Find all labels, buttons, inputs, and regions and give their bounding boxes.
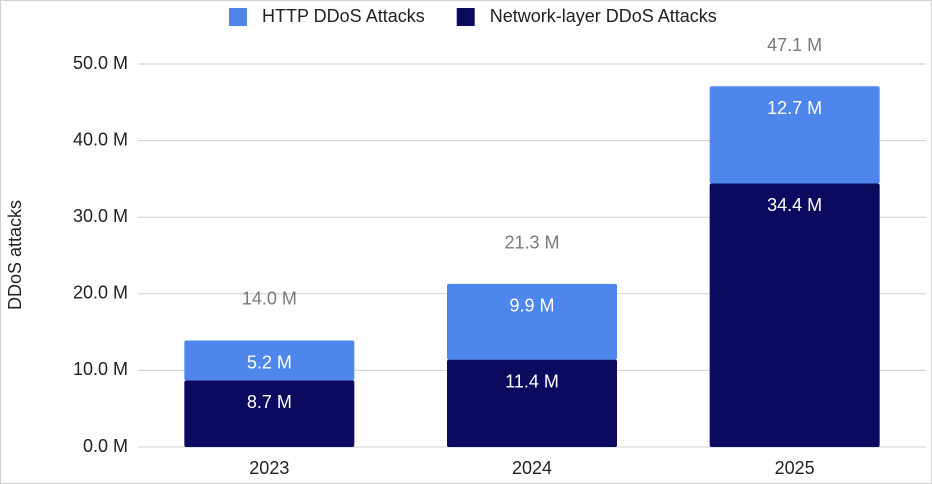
total-label: 21.3 M — [504, 233, 559, 253]
y-tick-label: 40.0 M — [73, 129, 128, 149]
total-label: 47.1 M — [767, 35, 822, 55]
value-label: 8.7 M — [247, 392, 292, 412]
bar-segment — [447, 359, 617, 447]
value-label: 34.4 M — [767, 195, 822, 215]
legend-swatch — [456, 8, 475, 26]
y-tick-label: 50.0 M — [73, 53, 128, 73]
value-label: 11.4 M — [505, 371, 559, 391]
bar-segment — [184, 340, 355, 381]
x-tick-label: 2024 — [512, 458, 552, 478]
bar-segment — [184, 380, 355, 447]
legend-swatch — [229, 8, 247, 26]
y-tick-label: 30.0 M — [73, 206, 128, 226]
y-tick-label: 10.0 M — [73, 359, 128, 379]
x-tick-label: 2023 — [249, 458, 289, 478]
bar-segment — [709, 183, 880, 447]
value-label: 12.7 M — [767, 98, 822, 118]
legend-label: Network-layer DDoS Attacks — [490, 6, 717, 26]
legend-label: HTTP DDoS Attacks — [262, 6, 425, 26]
total-label: 14.0 M — [242, 289, 297, 309]
bar-segment — [447, 283, 617, 360]
bar-segment — [709, 86, 880, 184]
value-label: 9.9 M — [509, 296, 554, 316]
x-tick-label: 2025 — [775, 458, 815, 478]
y-tick-label: 0.0 M — [83, 436, 128, 456]
value-label: 5.2 M — [247, 352, 292, 372]
y-axis-label: DDoS attacks — [5, 200, 25, 310]
y-tick-label: 20.0 M — [73, 283, 128, 303]
